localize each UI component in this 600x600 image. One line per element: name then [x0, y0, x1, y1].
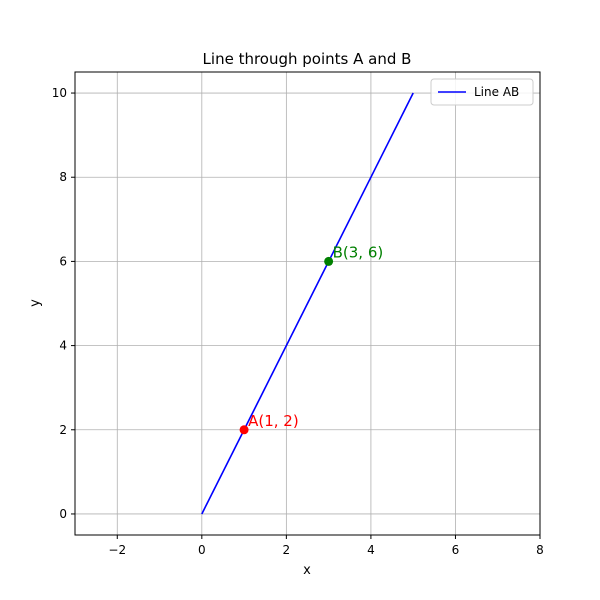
point-marker-1	[324, 256, 334, 266]
series-line-0	[201, 92, 414, 515]
series-layer	[201, 92, 414, 515]
y-tick-label: 4	[59, 339, 67, 353]
point-label-1: B(3, 6)	[333, 243, 384, 261]
plot-frame	[74, 71, 541, 536]
x-tick-label: 4	[367, 543, 375, 557]
y-tick-label: 10	[52, 86, 67, 100]
point-marker-0	[239, 425, 249, 435]
axes-layer	[74, 71, 541, 536]
chart-title: Line through points A and B	[203, 50, 412, 68]
y-axis-label: y	[28, 299, 43, 307]
y-tick-label: 0	[59, 507, 67, 521]
x-tick-label: −2	[108, 543, 126, 557]
points-layer: A(1, 2) B(3, 6)	[239, 243, 384, 435]
y-tick-label: 8	[59, 170, 67, 184]
x-tick-label: 0	[198, 543, 206, 557]
legend-box	[430, 78, 534, 106]
x-axis-label: x	[303, 563, 311, 578]
x-tick-label: 6	[452, 543, 460, 557]
y-tick-label: 6	[59, 254, 67, 268]
x-tick-label: 2	[283, 543, 291, 557]
legend: Line AB	[430, 78, 534, 106]
point-label-0: A(1, 2)	[248, 412, 299, 430]
x-tick-label: 8	[536, 543, 544, 557]
y-tick-label: 2	[59, 423, 67, 437]
ticks-layer: −2 0 2 4 6 8 0 2 4 6 8 10	[52, 86, 544, 557]
legend-label: Line AB	[474, 85, 519, 99]
